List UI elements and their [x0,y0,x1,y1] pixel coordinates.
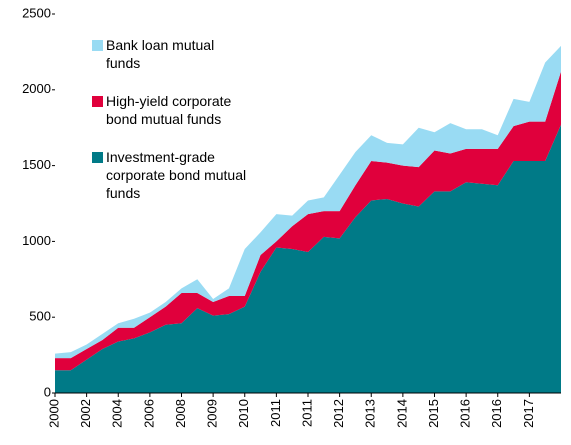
y-tick-label: 2000 [22,81,51,96]
y-tick-label: 1500 [22,157,51,172]
y-tick-label: 500 [29,309,51,324]
x-tick-label: 2004 [110,399,125,428]
x-tick-label: 2000 [46,399,61,428]
x-tick-label: 2006 [141,399,156,428]
legend-label: High-yield corporate bond mutual funds [106,93,231,127]
x-tick-label: 2016 [489,399,504,428]
y-tick-label: 2500 [22,5,51,20]
x-tick-label: 2008 [173,399,188,428]
area [55,124,561,393]
area [55,71,561,371]
legend-swatch [92,96,103,107]
x-tick-label: 2015 [426,399,441,428]
x-tick-label: 2011 [268,399,283,427]
x-tick-label: 2014 [394,399,409,428]
x-tick-label: 2017 [521,399,536,428]
x-tick-label: 2011 [299,399,314,427]
y-tick-label: 0 [44,384,51,399]
x-tick-label: 2010 [236,399,251,428]
legend-swatch [92,40,103,51]
x-tick-label: 2013 [363,399,378,428]
area [55,45,561,359]
x-tick-label: 2012 [331,399,346,428]
legend-swatch [92,152,103,163]
legend-label: Bank loan mutual funds [106,37,214,71]
legend-label: Investment-grade corporate bond mutual fun… [106,149,246,201]
x-tick-label: 2002 [78,399,93,428]
x-tick-label: 2009 [205,399,220,428]
x-tick-label: 2016 [458,399,473,428]
y-tick-label: 1000 [22,233,51,248]
